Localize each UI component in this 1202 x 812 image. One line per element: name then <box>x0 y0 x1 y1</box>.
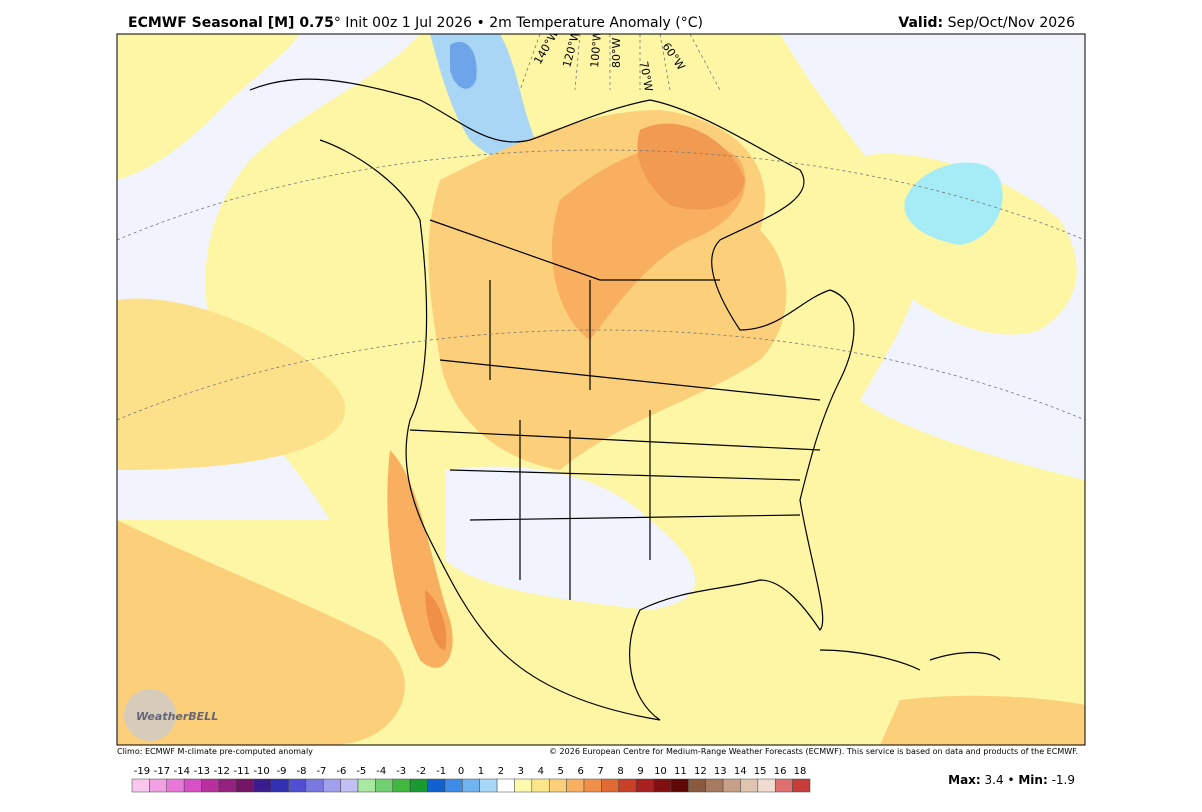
colorbar-label: -6 <box>336 766 346 777</box>
colorbar-label: 12 <box>694 766 707 777</box>
colorbar-label: 5 <box>558 766 564 777</box>
colorbar-box <box>688 778 706 793</box>
colorbar-box <box>322 778 341 793</box>
colorbar-box <box>601 778 620 793</box>
colorbar-box <box>566 778 585 793</box>
colorbar-box <box>305 778 324 793</box>
colorbar-box <box>375 778 394 793</box>
colorbar-label: -5 <box>356 766 366 777</box>
colorbar-label: -19 <box>134 766 150 777</box>
map-frame <box>116 33 1086 746</box>
colorbar-label: 16 <box>774 766 787 777</box>
colorbar-box <box>236 778 254 793</box>
colorbar-box <box>444 778 463 793</box>
copyright: © 2026 European Centre for Medium-Range … <box>549 747 1078 756</box>
colorbar-box <box>618 778 637 793</box>
colorbar-label: -11 <box>234 766 250 777</box>
colorbar-box <box>757 778 776 793</box>
colorbar-label: -2 <box>416 766 426 777</box>
colorbar-box <box>583 778 602 793</box>
colorbar-box <box>531 778 550 793</box>
title: ECMWF Seasonal [M] 0.75° Init 00z 1 Jul … <box>128 15 703 31</box>
coastlines <box>249 78 1001 721</box>
logo-mark <box>124 689 176 741</box>
graticule <box>117 34 1085 421</box>
colorbar: -19 -17 -14 -13 -12 -11 -10 -9 -8 -7 -6 -5 -4 -3 -2 -1 0… <box>131 766 811 793</box>
colorbar-label: 0 <box>458 766 464 777</box>
colorbar-box <box>288 778 307 793</box>
colorbar-label: 11 <box>674 766 687 777</box>
colorbar-label: 15 <box>754 766 767 777</box>
colorbar-label: 7 <box>597 766 603 777</box>
colorbar-label: -9 <box>277 766 287 777</box>
colorbar-box <box>427 778 446 793</box>
colorbar-box <box>218 778 237 793</box>
colorbar-box <box>705 778 724 793</box>
stats: Max: 3.4 • Min: -1.9 <box>948 773 1075 787</box>
colorbar-label: -14 <box>174 766 190 777</box>
colorbar-box <box>149 778 168 793</box>
colorbar-box <box>201 778 220 793</box>
logo: WeatherBELL <box>136 710 218 723</box>
colorbar-box <box>409 778 428 793</box>
colorbar-label: 18 <box>794 766 807 777</box>
min-label: Min: <box>1018 773 1047 787</box>
climo-note: Climo: ECMWF M-climate pre-computed anom… <box>117 747 313 756</box>
valid-label: Valid: <box>898 15 943 31</box>
colorbar-box <box>183 778 202 793</box>
valid: Valid: Sep/Oct/Nov 2026 <box>898 15 1075 31</box>
valid-value: Sep/Oct/Nov 2026 <box>948 15 1076 31</box>
colorbar-label: 8 <box>617 766 623 777</box>
map: 140°W 120°W 100°W 80°W 70°W 60°W Weather… <box>117 30 1085 745</box>
colorbar-label: -10 <box>253 766 269 777</box>
colorbar-box <box>131 778 150 793</box>
colorbar-box <box>514 778 533 793</box>
meridian-label: 80°W <box>610 38 623 68</box>
title-rest: ° Init 00z 1 Jul 2026 • 2m Temperature A… <box>334 15 703 31</box>
colorbar-box <box>166 778 185 793</box>
colorbar-label: -1 <box>436 766 446 777</box>
title-bold: ECMWF Seasonal [M] 0.75 <box>128 15 334 31</box>
max-value: 3.4 <box>985 773 1004 787</box>
colorbar-box <box>392 778 411 793</box>
meridian-label: 70°W <box>637 60 655 92</box>
colorbar-box <box>462 778 480 793</box>
meridian-label: 100°W <box>588 30 604 68</box>
colorbar-box <box>548 778 567 793</box>
colorbar-label: 10 <box>654 766 667 777</box>
min-value: -1.9 <box>1052 773 1075 787</box>
colorbar-box <box>670 778 689 793</box>
colorbar-box <box>479 778 498 793</box>
colorbar-box <box>340 778 359 793</box>
colorbar-label: -12 <box>214 766 230 777</box>
colorbar-label: 1 <box>478 766 484 777</box>
colorbar-label: 6 <box>577 766 583 777</box>
colorbar-label: -7 <box>316 766 326 777</box>
colorbar-label: -3 <box>396 766 406 777</box>
colorbar-box <box>635 778 654 793</box>
colorbar-label: 14 <box>734 766 747 777</box>
colorbar-label: 4 <box>538 766 544 777</box>
colorbar-label: 3 <box>518 766 524 777</box>
colorbar-label: 2 <box>498 766 504 777</box>
colorbar-box <box>496 778 515 793</box>
colorbar-box <box>740 778 759 793</box>
max-label: Max: <box>948 773 981 787</box>
colorbar-label: -4 <box>376 766 386 777</box>
colorbar-label: -17 <box>154 766 170 777</box>
colorbar-label: 13 <box>714 766 727 777</box>
colorbar-box <box>722 778 741 793</box>
colorbar-box <box>792 778 811 793</box>
colorbar-label: -8 <box>297 766 307 777</box>
colorbar-box <box>253 778 272 793</box>
colorbar-box <box>270 778 289 793</box>
colorbar-label: -13 <box>194 766 210 777</box>
colorbar-box <box>357 778 376 793</box>
colorbar-box <box>774 778 793 793</box>
colorbar-label: 9 <box>637 766 643 777</box>
colorbar-box <box>653 778 672 793</box>
